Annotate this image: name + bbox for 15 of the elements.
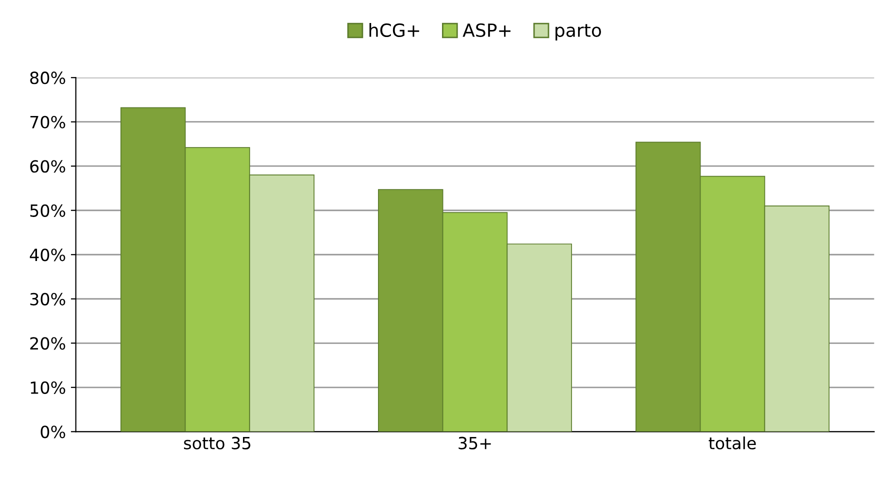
y-tick-label: 60% bbox=[30, 160, 66, 173]
y-tick-label: 30% bbox=[30, 292, 66, 306]
y-tick-label: 70% bbox=[30, 116, 66, 128]
legend-label: ASP+ bbox=[462, 23, 510, 38]
x-tick-label: sotto 35 bbox=[184, 436, 250, 450]
y-tick-label: 50% bbox=[30, 204, 66, 217]
legend-label: parto bbox=[556, 24, 601, 41]
y-tick-label: 20% bbox=[30, 337, 66, 350]
x-tick-label: 35+ bbox=[458, 436, 491, 450]
legend-label: hCG+ bbox=[369, 23, 420, 38]
y-tick-label: 40% bbox=[30, 248, 66, 262]
y-tick-label: 80% bbox=[30, 72, 66, 84]
y-tick-label: 10% bbox=[30, 381, 66, 394]
y-tick-label: 0% bbox=[40, 426, 66, 438]
x-tick-label: totale bbox=[708, 436, 756, 450]
